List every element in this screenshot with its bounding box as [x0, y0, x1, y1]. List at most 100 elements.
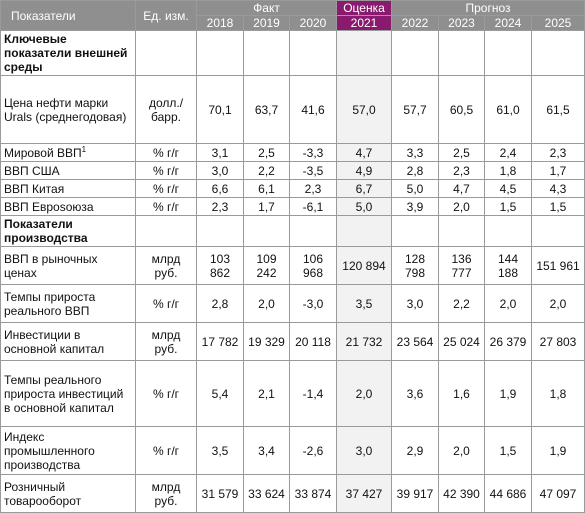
value-cell: 1,8	[484, 161, 532, 180]
value-cell: 47 097	[530, 474, 585, 513]
value-cell: 70,1	[196, 75, 244, 144]
year-header: 2019	[243, 15, 290, 31]
unit-cell: % г/г	[135, 197, 197, 216]
value-cell: 3,9	[391, 197, 439, 216]
empty-cell	[336, 30, 392, 76]
indicator-name: Инвестиции в основной капитал	[0, 322, 136, 361]
value-cell: 2,0	[530, 284, 585, 323]
value-cell: 63,7	[243, 75, 290, 144]
empty-cell	[530, 215, 585, 247]
table-row: Темпы реального прироста инвестиций в ос…	[0, 360, 585, 427]
section-title: Ключевые показатели внешней среды	[0, 30, 136, 76]
table-row: ВВП США % г/г 3,0 2,2 -3,5 4,9 2,8 2,3 1,8 1,7	[0, 161, 585, 180]
value-cell: 2,5	[438, 143, 485, 162]
value-cell: 2,9	[391, 426, 439, 475]
value-cell: 3,0	[391, 284, 439, 323]
empty-cell	[336, 215, 392, 247]
value-cell: 61,0	[484, 75, 532, 144]
indicator-header: Показатели	[0, 0, 136, 31]
value-cell: 42 390	[438, 474, 485, 513]
indicator-name: ВВП в рыночных ценах	[0, 246, 136, 285]
indicator-label: ВВП Еврosоюза	[4, 199, 94, 214]
empty-cell	[530, 30, 585, 76]
empty-cell	[196, 30, 244, 76]
indicator-label: ВВП США	[4, 163, 60, 178]
value-cell: 2,3	[289, 179, 337, 198]
value-cell: -2,6	[289, 426, 337, 475]
value-cell: 3,0	[336, 426, 392, 475]
indicator-name: Темпы реального прироста инвестиций в ос…	[0, 360, 136, 427]
value-cell: 2,3	[196, 197, 244, 216]
empty-cell	[196, 215, 244, 247]
year-header: 2018	[196, 15, 244, 31]
section-title: Показатели производства	[0, 215, 136, 247]
year-header: 2025	[530, 15, 585, 31]
empty-cell	[484, 30, 532, 76]
empty-cell	[438, 30, 485, 76]
value-cell: 19 329	[243, 322, 290, 361]
value-cell: 3,5	[196, 426, 244, 475]
value-cell: 1,5	[484, 426, 532, 475]
value-cell: -6,1	[289, 197, 337, 216]
estimate-header: Оценка	[336, 0, 392, 16]
value-cell: 1,9	[530, 426, 585, 475]
value-cell: 2,0	[484, 284, 532, 323]
value-cell: 103 862	[196, 246, 244, 285]
indicator-name: Индекс промышленного производства	[0, 426, 136, 475]
value-cell: 41,6	[289, 75, 337, 144]
indicator-label: Розничный товарооборот	[4, 479, 82, 508]
value-cell: 21 732	[336, 322, 392, 361]
empty-cell	[391, 30, 439, 76]
value-cell: 1,5	[530, 197, 585, 216]
unit-cell: долл./ барр.	[135, 75, 197, 144]
unit-cell: % г/г	[135, 284, 197, 323]
empty-cell	[135, 30, 197, 76]
value-cell: 2,8	[391, 161, 439, 180]
value-cell: 3,3	[391, 143, 439, 162]
value-cell: 31 579	[196, 474, 244, 513]
indicator-name: ВВП США	[0, 161, 136, 180]
value-cell: 5,0	[391, 179, 439, 198]
table-body: Ключевые показатели внешней среды Цена не…	[0, 30, 585, 513]
table-row: Розничный товарооборот млрд руб. 31 579 33 …	[0, 474, 585, 513]
table-row: Инвестиции в основной капитал млрд руб. 17…	[0, 322, 585, 361]
table-row: Мировой ВВП1% г/г 3,1 2,5 -3,3 4,7 3,3 2,5 2,4 2…	[0, 143, 585, 162]
value-cell: 2,2	[243, 161, 290, 180]
value-cell: 20 118	[289, 322, 337, 361]
value-cell: 23 564	[391, 322, 439, 361]
value-cell: 2,4	[484, 143, 532, 162]
value-cell: 2,3	[438, 161, 485, 180]
indicator-name: ВВП Китая	[0, 179, 136, 198]
value-cell: 1,7	[243, 197, 290, 216]
value-cell: 136 777	[438, 246, 485, 285]
year-header: 2024	[484, 15, 532, 31]
value-cell: 1,8	[530, 360, 585, 427]
value-cell: 1,5	[484, 197, 532, 216]
section-row: Показатели производства	[0, 215, 585, 247]
value-cell: 5,4	[196, 360, 244, 427]
value-cell: 2,1	[243, 360, 290, 427]
indicator-name: Цена нефти марки Urals (среднегодовая)	[0, 75, 136, 144]
value-cell: 128 798	[391, 246, 439, 285]
value-cell: 17 782	[196, 322, 244, 361]
value-cell: 1,7	[530, 161, 585, 180]
value-cell: -3,5	[289, 161, 337, 180]
forecast-header: Прогноз	[390, 0, 585, 16]
indicator-label: Мировой ВВП	[4, 145, 82, 160]
empty-cell	[289, 30, 337, 76]
value-cell: 2,3	[530, 143, 585, 162]
value-cell: 3,1	[196, 143, 244, 162]
value-cell: -1,4	[289, 360, 337, 427]
value-cell: 5,0	[336, 197, 392, 216]
value-cell: 3,6	[391, 360, 439, 427]
value-cell: 33 874	[289, 474, 337, 513]
unit-cell: % г/г	[135, 360, 197, 427]
empty-cell	[391, 215, 439, 247]
value-cell: 6,6	[196, 179, 244, 198]
value-cell: 2,0	[243, 284, 290, 323]
year-header: 2023	[438, 15, 485, 31]
value-cell: 4,3	[530, 179, 585, 198]
value-cell: 37 427	[336, 474, 392, 513]
value-cell: 2,2	[438, 284, 485, 323]
value-cell: 151 961	[530, 246, 585, 285]
